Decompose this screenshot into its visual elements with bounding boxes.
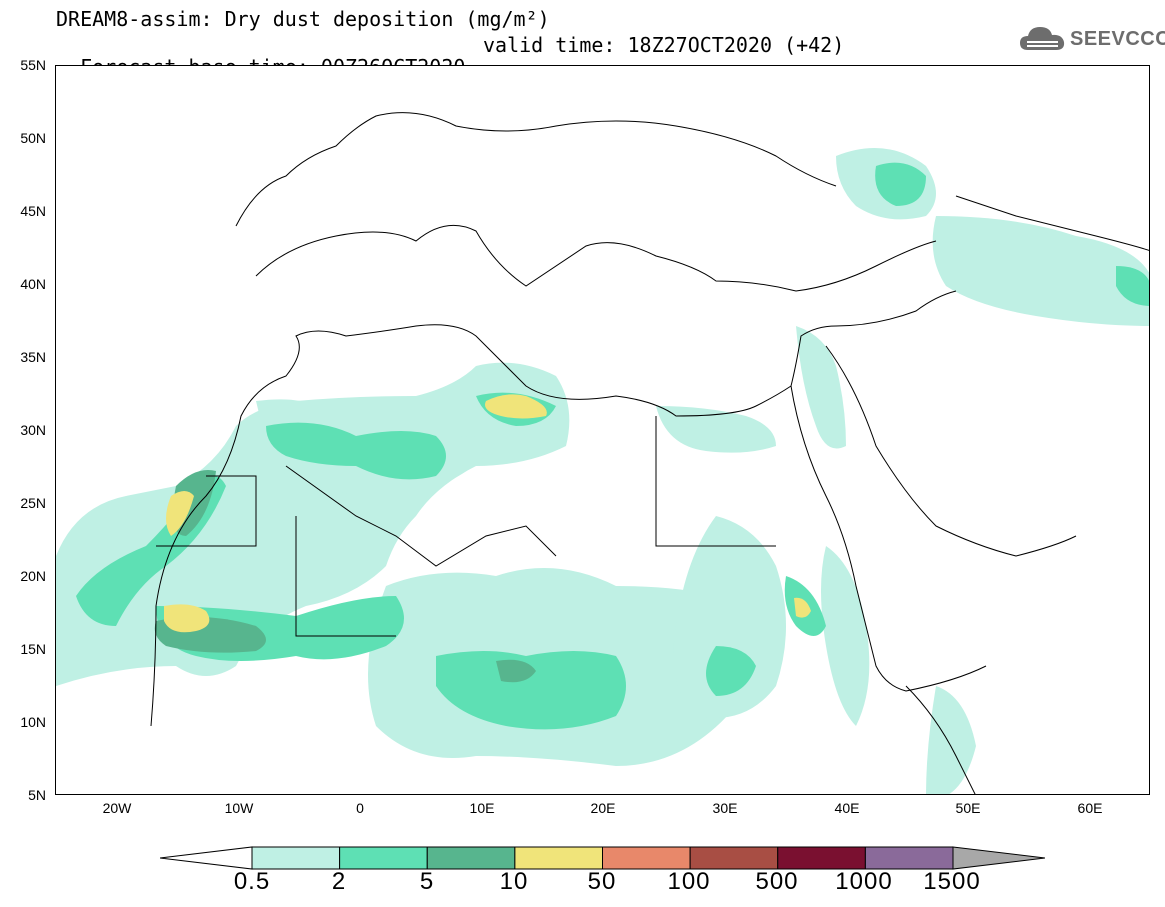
colorbar-label: 0.5 (233, 868, 271, 895)
coast-horn (905, 685, 976, 794)
y-tick-label: 20N (20, 568, 46, 584)
shade-darfur (706, 646, 756, 696)
shade-sudan (673, 516, 786, 718)
x-tick-label: 60E (1077, 800, 1103, 816)
y-tick-label: 40N (20, 276, 46, 292)
shade-east (1116, 266, 1149, 306)
border-mauritania (295, 516, 396, 637)
y-tick-label: 10N (20, 714, 46, 730)
colorbar-label: 10 (499, 868, 529, 895)
colorbar-segment (777, 846, 866, 870)
colorbar-segment (339, 846, 428, 870)
shade-ethiopia (821, 546, 870, 726)
map-title: DREAM8-assim: Dry dust deposition (mg/m²… (56, 7, 550, 31)
shade-peak-senegal (164, 604, 210, 633)
y-tick-label: 25N (20, 495, 46, 511)
shade-peak-libya (485, 394, 547, 419)
shade-peak-sahara (166, 491, 194, 536)
x-tick-label: 30E (712, 800, 738, 816)
x-tick-label: 10W (224, 800, 254, 816)
shade-niger-chad (436, 651, 626, 730)
colorbar-segment (160, 846, 253, 870)
coast-europe-north (235, 112, 837, 227)
y-tick-label: 55N (20, 57, 46, 73)
colorbar-segment (514, 846, 603, 870)
y-tick-label: 5N (28, 787, 46, 803)
shade-niger-core (496, 659, 536, 683)
colorbar-segment (602, 846, 691, 870)
coast-arabia (825, 345, 1077, 557)
coast-caspian (955, 195, 1149, 251)
y-tick-label: 45N (20, 203, 46, 219)
border-western-sahara (156, 475, 257, 547)
shade-levant (796, 326, 846, 449)
colorbar-segments (160, 846, 1045, 870)
colorbar-label: 100 (667, 868, 711, 895)
shade-kazakh (875, 162, 926, 206)
colorbar-segment (251, 846, 341, 870)
x-tick-label: 50E (955, 800, 981, 816)
shade-peak-eritrea (794, 597, 811, 618)
y-tick-label: 15N (20, 641, 46, 657)
colorbar-label: 1500 (923, 868, 981, 895)
shade-central-asia (932, 216, 1149, 326)
coast-red-sea-west (790, 385, 987, 692)
border-egypt (655, 416, 776, 547)
coastlines (150, 112, 1149, 794)
colorbar-label: 50 (587, 868, 617, 895)
colorbar-label: 2 (331, 868, 347, 895)
valid-time: valid time: 18Z27OCT2020 (+42) (483, 33, 845, 57)
colorbar-label: 5 (419, 868, 435, 895)
y-tick-label: 50N (20, 130, 46, 146)
colorbar-segment (426, 846, 516, 870)
colorbar (160, 846, 1045, 870)
coast-north-africa (150, 290, 957, 727)
shade-algeria (266, 422, 446, 480)
colorbar-segment (864, 846, 954, 870)
border-sahara (285, 465, 557, 567)
x-tick-label: 20E (590, 800, 616, 816)
x-tick-label: 10E (469, 800, 495, 816)
colorbar-segment (689, 846, 779, 870)
colorbar-label: 1000 (835, 868, 893, 895)
x-tick-label: 40E (834, 800, 860, 816)
coast-south-europe (255, 224, 937, 292)
cloud-icon (1020, 27, 1065, 50)
x-tick-label: 20W (102, 800, 132, 816)
deposition-shading-10 (164, 394, 811, 633)
dust-deposition-map (55, 65, 1150, 795)
shade-somalia (926, 686, 976, 794)
logo-text: SEEVCCC (1070, 28, 1165, 50)
x-tick-label: 0 (356, 800, 364, 816)
y-tick-label: 30N (20, 422, 46, 438)
colorbar-segment (952, 846, 1045, 870)
shade-egypt (656, 406, 776, 453)
colorbar-label: 500 (755, 868, 799, 895)
y-tick-label: 35N (20, 349, 46, 365)
seevccc-logo: SEEVCCC (1018, 22, 1165, 60)
